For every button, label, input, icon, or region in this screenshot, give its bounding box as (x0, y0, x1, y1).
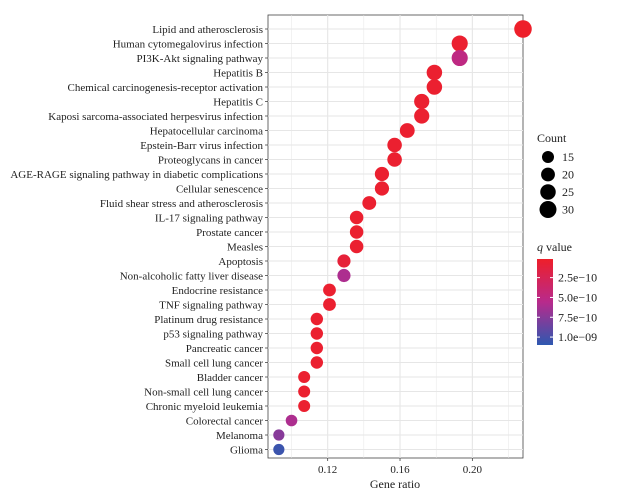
y-tick-label: Small cell lung cancer (165, 357, 263, 369)
y-tick-label: Chronic myeloid leukemia (146, 401, 263, 413)
y-tick-label: TNF signaling pathway (159, 299, 263, 311)
size-legend-dot (541, 167, 555, 182)
grid-lines (268, 15, 523, 458)
data-point (273, 429, 285, 441)
size-legend-label: 30 (562, 203, 574, 217)
y-tick-label: Measles (227, 241, 263, 253)
data-point (349, 210, 364, 225)
data-points (273, 20, 532, 456)
color-legend-title-q: q (537, 240, 543, 254)
y-tick-label: Lipid and atherosclerosis (152, 24, 263, 36)
data-point (426, 79, 443, 95)
x-axis-title: Gene ratio (370, 477, 420, 491)
data-point (298, 385, 311, 398)
y-tick-label: Human cytomegalovirus infection (113, 38, 264, 50)
y-tick-label: Hepatocellular carcinoma (150, 125, 263, 137)
color-legend-label: 7.5e−10 (558, 310, 597, 324)
data-point (310, 356, 324, 369)
size-legend-title: Count (537, 131, 567, 145)
color-legend-title: q value (537, 240, 572, 254)
y-tick-label: AGE-RAGE signaling pathway in diabetic c… (10, 169, 263, 181)
y-tick-label: Platinum drug resistance (154, 314, 263, 326)
y-tick-label: Hepatitis C (213, 96, 263, 108)
data-point (451, 35, 468, 52)
size-legend-dot (541, 150, 555, 164)
y-tick-label: Bladder cancer (197, 372, 264, 384)
y-tick-label: Glioma (230, 444, 263, 456)
color-legend: q value 2.5e−10 5.0e−10 7.5e−10 1.0e−09 (537, 240, 597, 345)
y-axis-ticks: Lipid and atherosclerosis Human cytomegal… (10, 24, 268, 456)
size-legend-dot (539, 201, 557, 218)
x-axis-ticks: 0.12 0.16 0.20 (318, 458, 482, 476)
data-point (349, 239, 364, 254)
data-point (387, 137, 402, 153)
y-tick-label: p53 signaling pathway (163, 328, 263, 340)
data-point (310, 312, 324, 326)
data-point (349, 225, 364, 239)
data-point (362, 196, 377, 210)
y-tick-label: Kaposi sarcoma-associated herpesvirus in… (48, 111, 263, 123)
y-tick-label: Pancreatic cancer (186, 343, 264, 355)
data-point (273, 443, 285, 456)
data-point (337, 254, 351, 268)
size-legend-dot (540, 184, 556, 200)
plot-panel (267, 14, 524, 459)
data-point (451, 49, 468, 67)
data-point (426, 64, 443, 81)
data-point (414, 108, 430, 124)
data-point (298, 370, 311, 384)
y-tick-label: Non-small cell lung cancer (144, 386, 263, 398)
data-point (399, 123, 415, 138)
x-tick-label: 0.20 (463, 464, 483, 476)
data-point (323, 283, 336, 297)
data-point (387, 152, 402, 167)
y-tick-label: PI3K-Akt signaling pathway (137, 53, 264, 65)
data-point (374, 181, 390, 196)
y-tick-label: IL-17 signaling pathway (155, 212, 264, 224)
y-tick-label: Cellular senescence (176, 183, 263, 195)
x-tick-label: 0.16 (390, 464, 410, 476)
y-tick-label: Colorectal cancer (186, 415, 264, 427)
y-tick-label: Proteoglycans in cancer (158, 154, 263, 166)
color-legend-bar (537, 259, 553, 345)
color-legend-title-rest: value (543, 240, 572, 254)
data-point (310, 327, 324, 340)
size-legend: Count 15 20 25 30 (537, 131, 574, 218)
data-point (337, 268, 351, 283)
data-point (414, 93, 430, 110)
data-point (310, 341, 324, 355)
y-tick-label: Apoptosis (218, 256, 263, 268)
y-tick-label: Hepatitis B (213, 67, 263, 79)
y-tick-label: Melanoma (216, 430, 263, 442)
data-point (323, 298, 336, 311)
y-tick-label: Chemical carcinogenesis-receptor activat… (68, 82, 264, 94)
color-legend-label: 2.5e−10 (558, 271, 597, 285)
y-tick-label: Non-alcoholic fatty liver disease (120, 270, 263, 282)
size-legend-label: 15 (562, 150, 574, 164)
color-legend-label: 5.0e−10 (558, 290, 597, 304)
data-point (374, 166, 390, 182)
y-tick-label: Fluid shear stress and atherosclerosis (100, 198, 263, 210)
data-point (298, 399, 311, 413)
data-point (514, 20, 532, 38)
data-point (285, 414, 298, 427)
y-tick-label: Epstein-Barr virus infection (140, 140, 263, 152)
x-tick-label: 0.12 (318, 464, 337, 476)
color-legend-label: 1.0e−09 (558, 330, 597, 344)
size-legend-label: 25 (562, 185, 574, 199)
y-tick-label: Endocrine resistance (172, 285, 263, 297)
y-tick-label: Prostate cancer (196, 227, 263, 239)
size-legend-label: 20 (562, 168, 574, 182)
